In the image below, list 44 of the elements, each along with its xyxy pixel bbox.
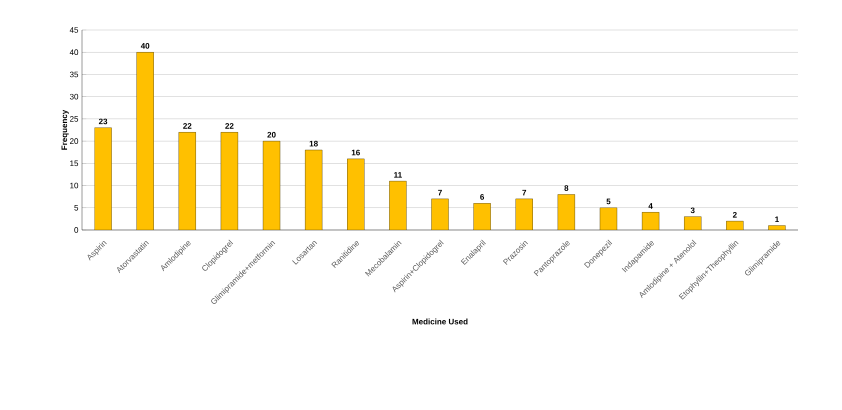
bar xyxy=(431,198,449,230)
bar xyxy=(600,208,618,230)
y-tick-label: 45 xyxy=(70,27,78,33)
bar xyxy=(178,132,196,230)
bar xyxy=(347,158,364,230)
y-tick-label: 10 xyxy=(70,182,78,188)
y-tick-label: 25 xyxy=(70,116,78,122)
data-label: 22 xyxy=(225,123,234,129)
y-tick-label: 20 xyxy=(70,138,78,144)
bar xyxy=(516,198,533,230)
bar xyxy=(558,194,576,230)
data-label: 6 xyxy=(480,194,484,200)
x-axis-title: Medicine Used xyxy=(412,318,468,324)
data-label: 3 xyxy=(690,207,695,214)
data-label: 22 xyxy=(183,123,192,129)
bar xyxy=(473,203,491,230)
bar xyxy=(262,140,280,230)
data-label: 4 xyxy=(648,203,653,209)
y-tick-label: 40 xyxy=(70,49,78,56)
data-label: 1 xyxy=(775,216,779,222)
data-label: 7 xyxy=(438,190,442,196)
data-label: 20 xyxy=(267,132,276,138)
data-label: 8 xyxy=(564,185,568,191)
y-axis-title: Frequency xyxy=(62,110,69,150)
y-tick-label: 0 xyxy=(74,227,78,233)
bar xyxy=(684,216,702,230)
data-label: 40 xyxy=(140,43,150,49)
data-label: 16 xyxy=(352,150,360,156)
data-label: 7 xyxy=(522,190,526,196)
data-label: 23 xyxy=(98,118,108,124)
data-label: 2 xyxy=(732,212,737,218)
data-label: 11 xyxy=(394,172,402,178)
y-tick-label: 35 xyxy=(70,72,78,78)
y-tick-label: 15 xyxy=(70,160,78,166)
bar xyxy=(220,132,238,230)
y-tick-label: 5 xyxy=(74,204,78,211)
bar xyxy=(304,150,322,230)
bar xyxy=(94,128,112,230)
bar xyxy=(136,52,154,230)
data-label: 5 xyxy=(606,198,610,204)
bar xyxy=(642,212,660,230)
data-label: 18 xyxy=(310,140,318,146)
y-tick-label: 30 xyxy=(70,94,78,100)
bar xyxy=(389,180,407,230)
